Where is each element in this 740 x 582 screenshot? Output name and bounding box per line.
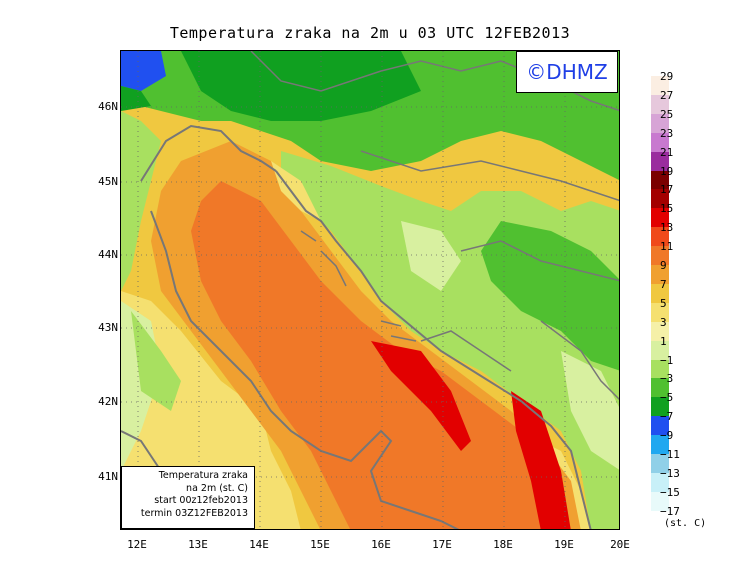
info-box: Temperatura zraka na 2m (st. C) start 00…	[121, 466, 255, 529]
info-line-4: termin 03Z12FEB2013	[140, 507, 248, 519]
lat-label-42n: 42N	[98, 395, 118, 408]
legend-label: −13	[660, 466, 680, 480]
sea-adriatic-hot-b	[511, 391, 571, 529]
legend-label: 29	[660, 70, 674, 83]
legend-swatch	[651, 472, 669, 493]
sea-adriatic-hot-a	[371, 341, 471, 451]
lon-label-17e: 17E	[432, 538, 452, 551]
legend-label: 25	[660, 107, 674, 121]
legend-swatch	[651, 283, 669, 304]
info-line-3: start 00z12feb2013	[154, 495, 248, 506]
legend-label: −7	[660, 410, 674, 424]
legend-label: 21	[660, 145, 674, 159]
land-italy	[121, 111, 161, 291]
legend-swatch	[651, 94, 669, 115]
legend-swatch	[651, 246, 669, 266]
lon-label-19e: 19E	[554, 538, 574, 551]
legend-label: 5	[660, 296, 667, 310]
legend-swatch	[651, 416, 669, 436]
lon-label-15e: 15E	[310, 538, 330, 551]
legend-swatch	[651, 208, 669, 228]
legend-label: −17	[660, 504, 680, 518]
lon-label-16e: 16E	[371, 538, 391, 551]
legend-swatch	[651, 113, 669, 134]
lon-label-14e: 14E	[249, 538, 269, 551]
legend-swatch	[651, 435, 669, 455]
legend-swatch	[651, 340, 669, 360]
legend-label: −9	[660, 429, 674, 443]
map-frame	[120, 50, 620, 530]
legend-swatch	[651, 302, 669, 323]
land-north-blue	[121, 51, 166, 91]
lat-label-44n: 44N	[98, 248, 118, 261]
legend-swatch	[651, 170, 669, 190]
legend-label: −1	[660, 353, 674, 367]
legend-label: 19	[660, 164, 674, 178]
legend-swatch	[651, 454, 669, 474]
land-italy-green	[131, 311, 181, 411]
temperature-map	[121, 51, 619, 529]
land-north-mid	[121, 86, 151, 111]
lon-label-13e: 13E	[188, 538, 208, 551]
legend-label: −11	[660, 448, 680, 461]
lon-label-12e: 12E	[127, 538, 147, 551]
lat-label-45n: 45N	[98, 175, 118, 188]
legend-swatch	[651, 227, 669, 247]
legend-label: 3	[660, 315, 667, 329]
legend-label: 1	[660, 334, 667, 348]
sea-kvarner	[271, 161, 321, 221]
legend-label: 11	[660, 240, 674, 254]
land-south-light	[561, 351, 619, 470]
legend-swatch	[651, 132, 669, 153]
legend-swatch	[651, 76, 669, 96]
legend-unit: (st. C)	[664, 518, 707, 529]
legend-label: −15	[660, 485, 680, 499]
legend-label: −5	[660, 391, 674, 405]
legend-label: 17	[660, 183, 674, 197]
legend-swatch	[651, 359, 669, 379]
lon-label-20e: 20E	[610, 538, 630, 551]
dhmz-logo: ©DHMZ	[516, 51, 618, 93]
info-line-2: na 2m (st. C)	[186, 482, 248, 494]
legend-label: 9	[660, 259, 667, 272]
legend-label: 7	[660, 277, 667, 291]
borders	[250, 51, 619, 401]
graticule	[121, 51, 619, 529]
lat-label-46n: 46N	[98, 100, 118, 113]
lat-label-41n: 41N	[98, 470, 118, 483]
legend-swatch	[651, 491, 669, 512]
land-balkans-green	[481, 221, 619, 371]
legend-label: 23	[660, 126, 674, 140]
legend-swatch	[651, 189, 669, 209]
legend-label: 15	[660, 202, 674, 216]
info-line-1: Temperatura zraka	[158, 470, 248, 481]
legend-swatch	[651, 265, 669, 285]
lat-label-43n: 43N	[98, 321, 118, 334]
lon-label-18e: 18E	[493, 538, 513, 551]
legend-label: 27	[660, 88, 674, 102]
land-balkans-light	[401, 221, 461, 291]
islands	[300, 230, 417, 342]
legend-label: 13	[660, 221, 674, 235]
legend-label: −3	[660, 372, 674, 386]
legend-swatch	[651, 151, 669, 171]
legend-swatch	[651, 321, 669, 342]
map-title: Temperatura zraka na 2m u 03 UTC 12FEB20…	[169, 24, 571, 42]
legend-swatch	[651, 397, 669, 417]
legend-swatch	[651, 378, 669, 398]
